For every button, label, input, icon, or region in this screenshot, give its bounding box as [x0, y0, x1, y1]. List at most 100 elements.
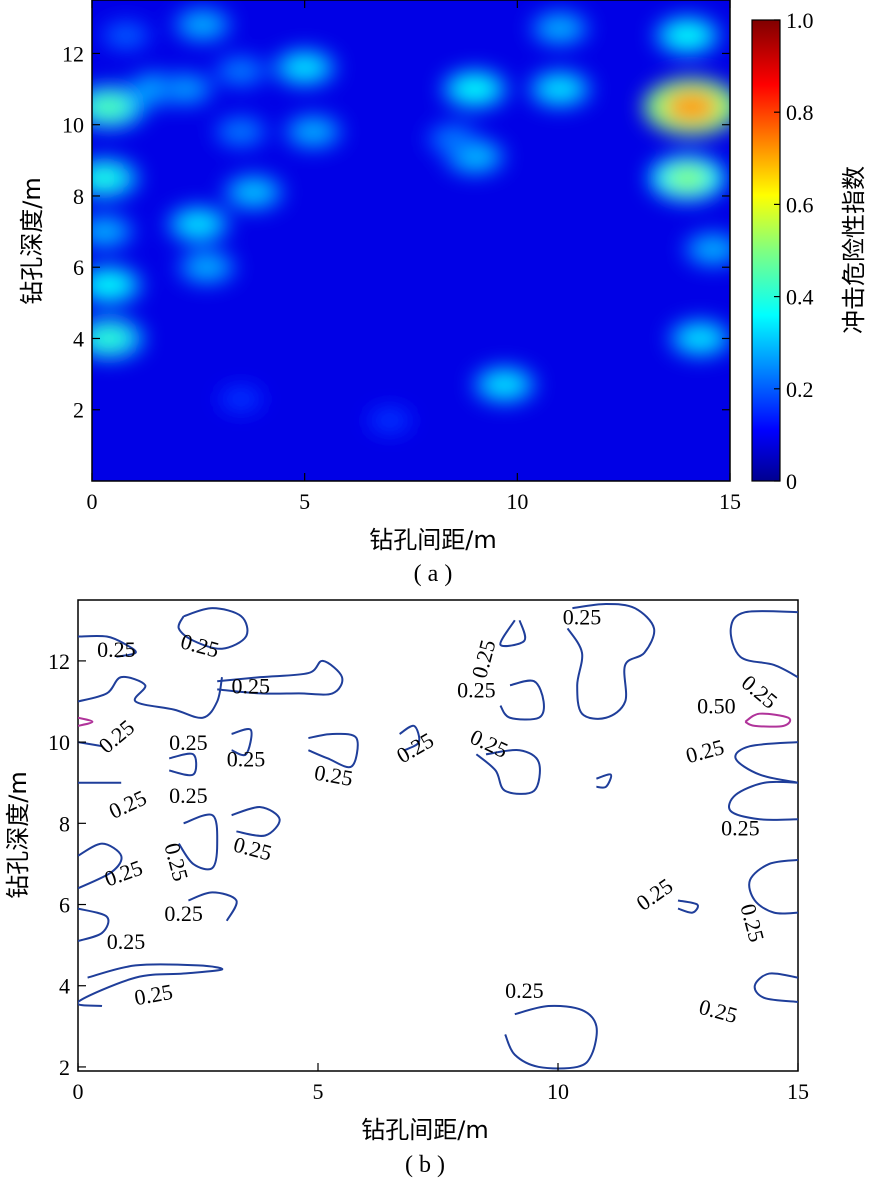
contour-y-tick-label: 12	[48, 649, 70, 674]
hotspot-core	[92, 273, 128, 297]
contour-line-025	[748, 858, 798, 915]
heatmap-y-tick-label: 6	[73, 255, 84, 280]
hotspot-core	[456, 77, 494, 101]
heatmap-x-tick-label: 10	[506, 489, 528, 514]
contour-line-025	[566, 603, 656, 720]
hotspot-core	[376, 412, 404, 429]
colorbar-tick-label: 0.8	[786, 100, 814, 125]
contour-frame	[77, 599, 799, 1072]
hotspot-core	[438, 129, 469, 149]
contour-line-025	[78, 907, 110, 943]
hotspot-core	[236, 181, 271, 203]
colorbar-ticks: 0 0.2 0.4 0.6 0.8 1.0	[774, 8, 814, 494]
colorbar-label: 冲击危险性指数	[840, 166, 868, 334]
contour-line-025	[231, 728, 253, 757]
contour-line-025	[78, 675, 223, 719]
panel-b-label: ( b )	[405, 1152, 445, 1178]
contour-y-tick-label: 2	[59, 1055, 70, 1080]
hotspot-core	[92, 221, 122, 242]
hotspot-core	[92, 326, 129, 351]
heatmap-x-tick-label: 0	[87, 489, 98, 514]
contour-line-025	[217, 659, 344, 696]
heatmap-y-tick-label: 4	[73, 326, 84, 351]
contour-line-025	[308, 732, 359, 769]
contour-line-025	[78, 741, 103, 748]
contour-line-025	[734, 741, 798, 784]
contour-line-025	[177, 607, 249, 650]
hotspot-core	[92, 94, 130, 120]
contour-line-025	[728, 780, 798, 821]
heatmap-y-tick-label: 8	[73, 184, 84, 209]
heatmap-x-axis-label: 钻孔间距/m	[369, 526, 496, 554]
colorbar	[751, 19, 781, 482]
hotspot-core	[486, 373, 523, 396]
panel-a-label: ( a )	[414, 561, 453, 587]
contour-x-tick-label: 0	[73, 1079, 84, 1104]
hotspot-core	[92, 166, 124, 190]
contour-line-025	[78, 963, 224, 1008]
contour-line-025	[596, 773, 613, 789]
contour-label: 0.25	[169, 783, 208, 808]
hotspot-core	[225, 61, 257, 81]
contour-line-025	[78, 842, 123, 890]
hotspot-core	[111, 26, 141, 45]
contour-line-025	[677, 899, 699, 914]
hotspot-core	[668, 24, 707, 47]
heatmap-plot-area	[92, 0, 730, 481]
contour-line-025	[753, 972, 798, 1003]
hotspot-core	[169, 79, 202, 99]
hotspot-core	[190, 257, 224, 278]
contour-y-tick-label: 8	[59, 811, 70, 836]
contour-y-tick-label: 10	[48, 730, 70, 755]
hotspot-core	[180, 213, 217, 236]
heatmap-hotspots	[92, 7, 730, 435]
contour-line-025	[504, 1004, 598, 1070]
contour-line-025	[177, 813, 219, 871]
colorbar-tick-label: 0	[786, 469, 797, 494]
contour-label: 0.25	[721, 816, 760, 841]
contour-line-025	[499, 679, 545, 721]
hotspot-core	[227, 390, 255, 408]
panel-b: 0.25 0.25 0.25 0.25 0.25 0.25 0.25 0.25 0.25 0.25…	[4, 599, 809, 1178]
contour-line-025	[729, 609, 798, 679]
colorbar-tick-label: 0.4	[786, 285, 814, 310]
contour-line-025	[231, 806, 281, 837]
hotspot-core	[665, 164, 710, 192]
heatmap-y-tick-label: 12	[62, 41, 84, 66]
hotspot-core	[186, 14, 220, 36]
heatmap-x-tick-label: 5	[299, 489, 310, 514]
colorbar-tick-label: 0.2	[786, 377, 814, 402]
contour-y-tick-label: 6	[59, 893, 70, 918]
hotspot-core	[296, 121, 330, 142]
contour-label: 0.25	[169, 730, 208, 755]
contour-label: 0.50	[697, 694, 736, 719]
contour-axes: 0 5 10 15 2 4 6 8 10 12	[48, 649, 809, 1104]
contour-label: 0.25	[232, 673, 271, 698]
contour-line-025	[188, 891, 238, 922]
heatmap-frame	[91, 0, 731, 482]
contour-label: 0.25	[563, 604, 602, 629]
hotspot-core	[225, 122, 257, 142]
contour-label: 0.25	[227, 746, 266, 771]
hotspot-core	[696, 239, 730, 260]
heatmap-x-tick-label: 15	[719, 489, 741, 514]
heatmap-y-axis-label: 钻孔深度/m	[18, 177, 46, 304]
hotspot-core	[682, 327, 719, 350]
colorbar-tick-label: 1.0	[786, 8, 814, 33]
hotspot-core	[543, 18, 577, 39]
contour-line-050	[744, 712, 792, 728]
contour-y-tick-label: 4	[59, 974, 70, 999]
contour-x-tick-label: 15	[787, 1079, 809, 1104]
contour-label: 0.25	[107, 929, 146, 954]
contour-label: 0.25	[505, 978, 544, 1003]
contour-label: 0.25	[164, 901, 203, 926]
hotspot-core	[286, 56, 323, 79]
contour-line-025	[78, 634, 137, 658]
contour-label: 0.25	[457, 677, 496, 702]
contour-x-axis-label: 钻孔间距/m	[361, 1116, 488, 1144]
heatmap-axes: 0 5 10 15 2 4 6 8 10 12	[62, 0, 741, 514]
heatmap-y-tick-label: 10	[62, 113, 84, 138]
contour-line-050	[78, 716, 94, 727]
